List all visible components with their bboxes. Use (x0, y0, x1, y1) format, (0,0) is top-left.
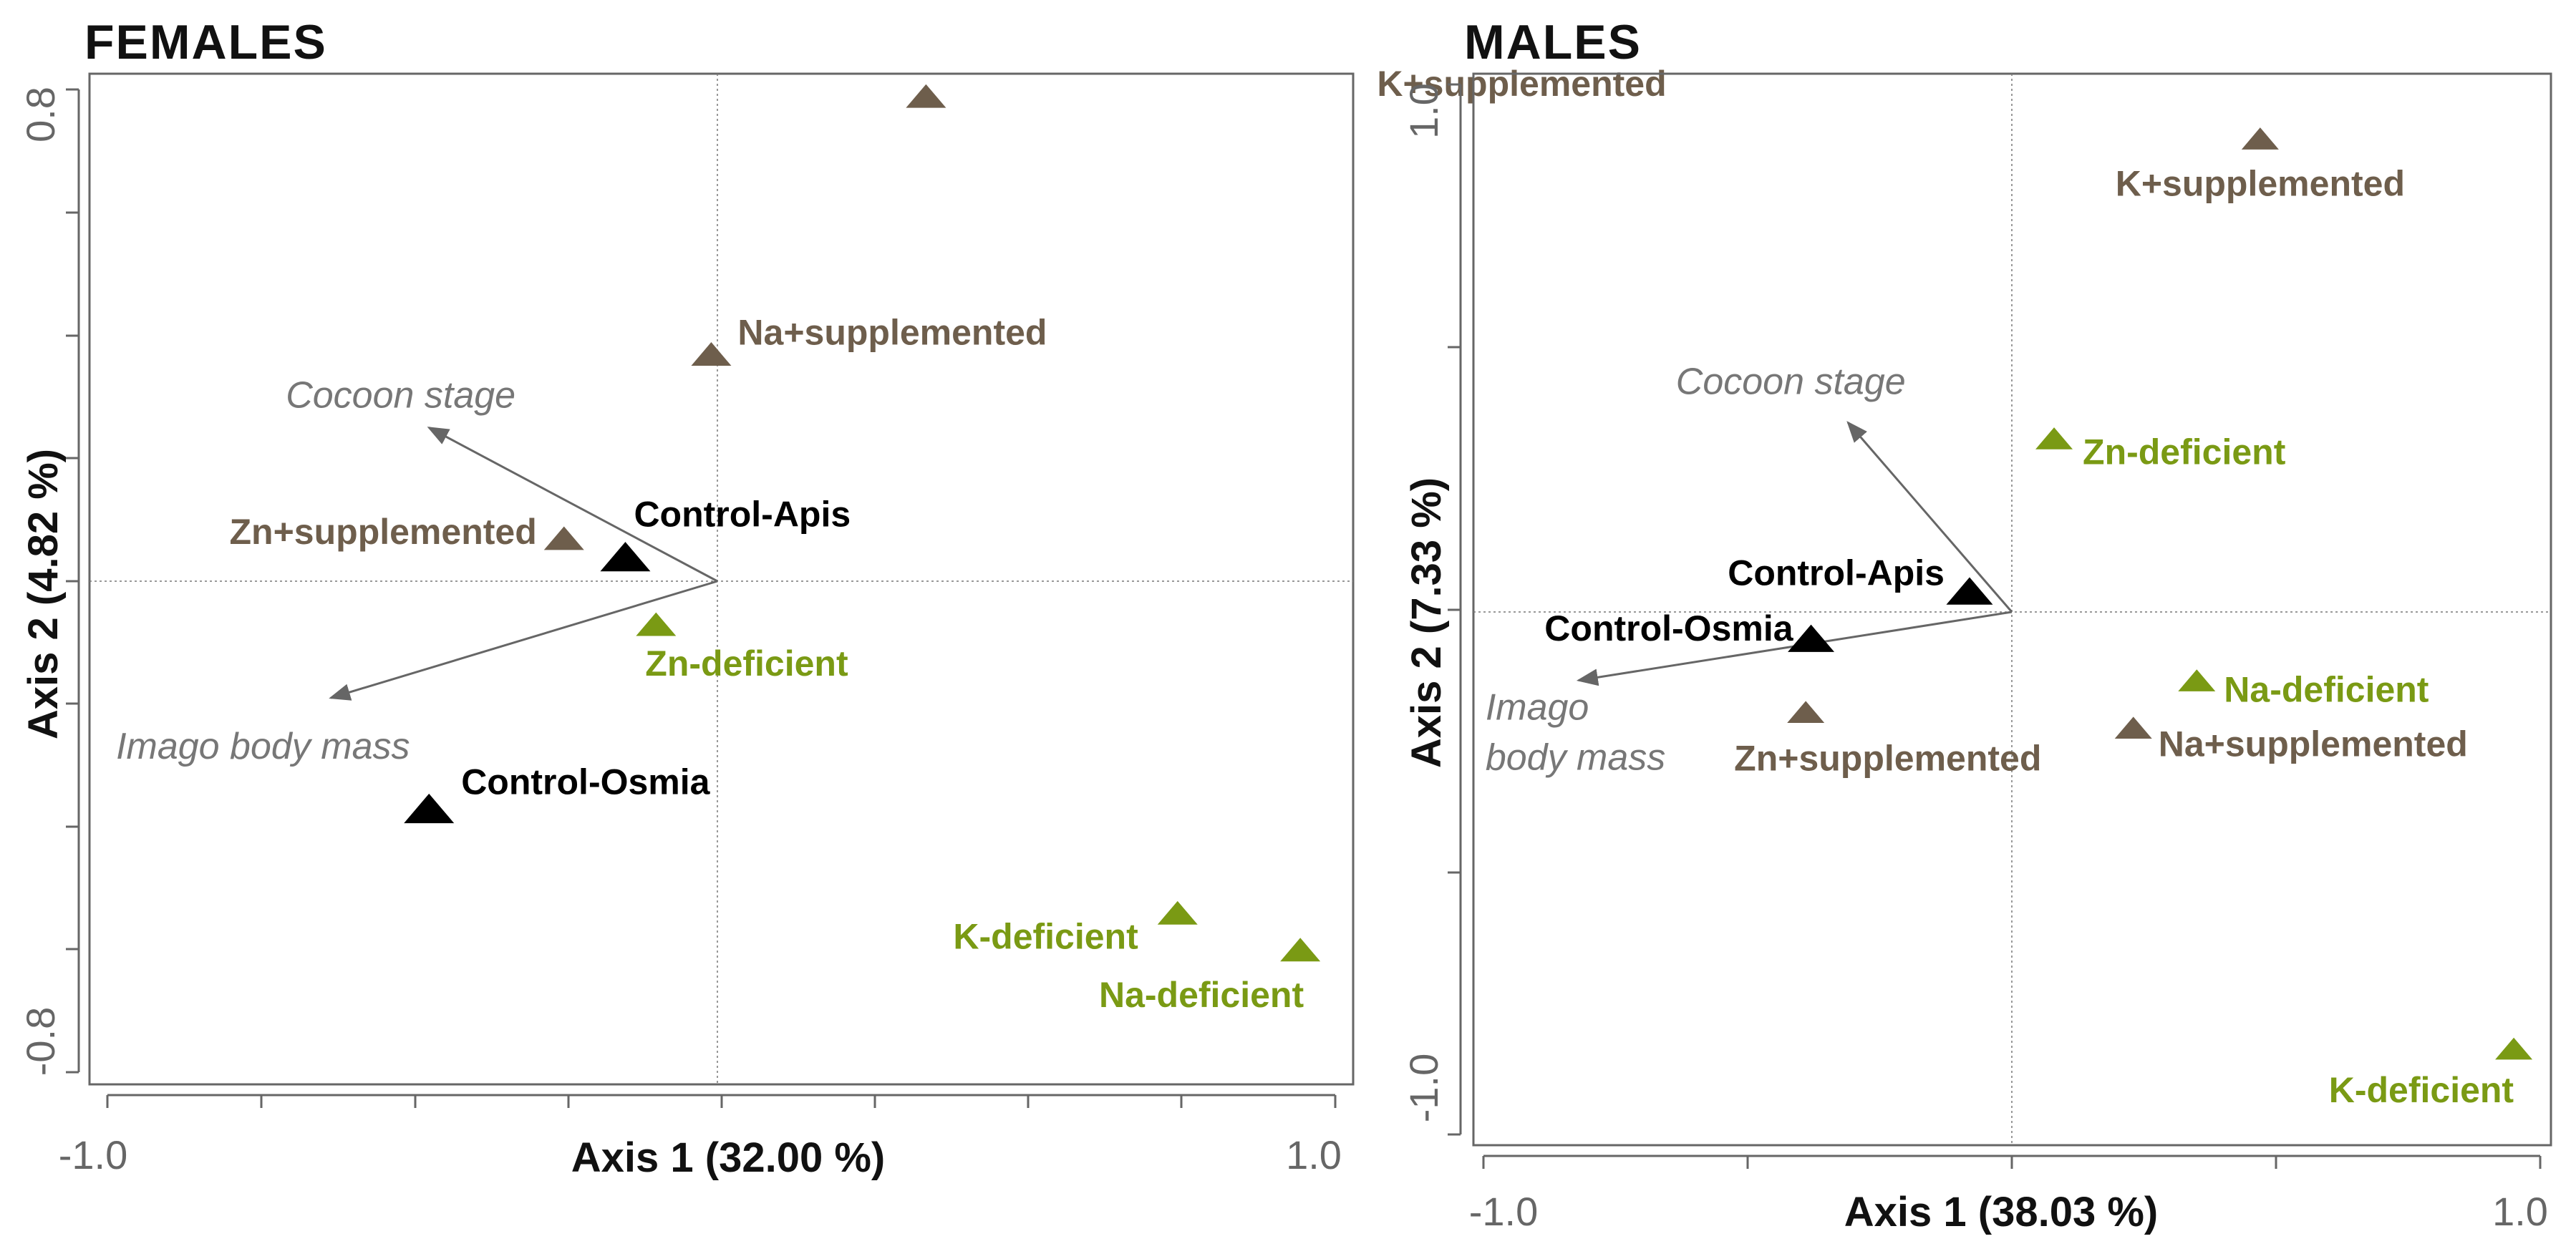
females-vector-label-cocoon-stage: Cocoon stage (286, 375, 515, 417)
females-x-tick-label-max: 1.0 (1286, 1132, 1342, 1177)
females-point-label-k-plus-supplemented: K+supplemented (1377, 64, 1666, 104)
females-panel-title: FEMALES (84, 15, 327, 69)
females-point-label-zn-deficient: Zn-deficient (645, 643, 848, 684)
males-point-marker-k-deficient (2495, 1037, 2533, 1060)
males-panel-title: MALES (1464, 15, 1642, 69)
females-y-axis-title: Axis 2 (4.82 %) (20, 449, 67, 739)
females-vector-label-imago-body-mass: Imago body mass (116, 726, 410, 767)
females-point-label-control-apis: Control-Apis (634, 495, 851, 535)
males-point-marker-na-plus-supplemented (2114, 716, 2152, 739)
females-x-tick-label-min: -1.0 (59, 1132, 128, 1177)
females-point-label-na-plus-supplemented: Na+supplemented (737, 313, 1047, 353)
males-point-label-control-osmia: Control-Osmia (1544, 608, 1793, 648)
males-vector-label-imago-body-mass-line1: Imago (1486, 687, 1589, 729)
males-point-marker-control-apis (1946, 577, 1993, 605)
females-point-marker-k-plus-supplemented (906, 84, 946, 108)
males-point-marker-zn-deficient (2035, 427, 2073, 449)
males-panel: MALES -1.0 1.0 Axis 1 (38.03 %) 1.0 -1.0… (1401, 15, 2552, 1235)
males-point-marker-k-plus-supplemented (2241, 127, 2279, 150)
males-point-label-na-deficient: Na-deficient (2224, 670, 2429, 710)
males-point-label-k-plus-supplemented: K+supplemented (2116, 164, 2405, 204)
females-plot-layer: Cocoon stage Imago body mass K+supplemente… (116, 64, 1667, 1015)
females-panel: FEMALES -1.0 1.0 Axis 1 (32.00 %) (18, 15, 1667, 1181)
males-plot-layer: Cocoon stage Imago body mass K+supplemented… (1486, 127, 2533, 1110)
females-point-label-control-osmia: Control-Osmia (461, 762, 710, 802)
males-y-tick-label-min: -1.0 (1401, 1054, 1446, 1123)
females-plot-frame (88, 72, 1355, 1086)
females-point-marker-control-osmia (404, 793, 455, 824)
females-point-marker-zn-plus-supplemented (543, 526, 584, 550)
males-vector-label-cocoon-stage: Cocoon stage (1676, 361, 1906, 402)
females-y-tick-label-min: -0.8 (18, 1007, 63, 1076)
females-vector-arrow-cocoon-stage (427, 427, 718, 583)
males-point-label-k-deficient: K-deficient (2329, 1070, 2514, 1110)
females-vector-arrow-imago-body-mass (329, 580, 718, 701)
females-x-axis-title: Axis 1 (32.00 %) (571, 1134, 885, 1181)
females-point-label-na-deficient: Na-deficient (1099, 975, 1304, 1015)
females-point-marker-na-plus-supplemented (691, 342, 732, 366)
males-x-tick-label-min: -1.0 (1469, 1189, 1539, 1234)
males-point-marker-zn-plus-supplemented (1787, 701, 1825, 723)
males-vector-arrow-cocoon-stage (1846, 421, 2013, 613)
females-point-label-zn-plus-supplemented: Zn+supplemented (230, 512, 537, 552)
females-x-ticks (106, 1095, 1337, 1108)
females-y-tick-label-max: 0.8 (18, 87, 63, 142)
males-point-marker-na-deficient (2178, 669, 2216, 691)
females-y-ticks (66, 88, 79, 1074)
males-y-ticks (1448, 83, 1461, 1136)
females-point-marker-k-deficient (1157, 900, 1198, 925)
males-x-tick-label-max: 1.0 (2492, 1189, 2548, 1234)
females-point-marker-zn-deficient (636, 612, 677, 636)
males-point-label-na-plus-supplemented: Na+supplemented (2159, 724, 2468, 764)
males-x-ticks (1482, 1156, 2542, 1169)
females-point-marker-na-deficient (1280, 938, 1321, 962)
females-point-marker-control-apis (600, 542, 651, 572)
males-y-tick-label-max: 1.0 (1401, 83, 1446, 139)
males-y-axis-title: Axis 2 (7.33 %) (1403, 477, 1450, 768)
males-x-axis-title: Axis 1 (38.03 %) (1844, 1189, 2158, 1235)
males-point-marker-control-osmia (1788, 624, 1835, 652)
males-point-label-zn-plus-supplemented: Zn+supplemented (1734, 739, 2041, 779)
males-point-label-control-apis: Control-Apis (1728, 553, 1945, 593)
males-vector-label-imago-body-mass-line2: body mass (1486, 737, 1665, 779)
males-point-label-zn-deficient: Zn-deficient (2083, 432, 2286, 472)
females-point-label-k-deficient: K-deficient (953, 916, 1138, 956)
